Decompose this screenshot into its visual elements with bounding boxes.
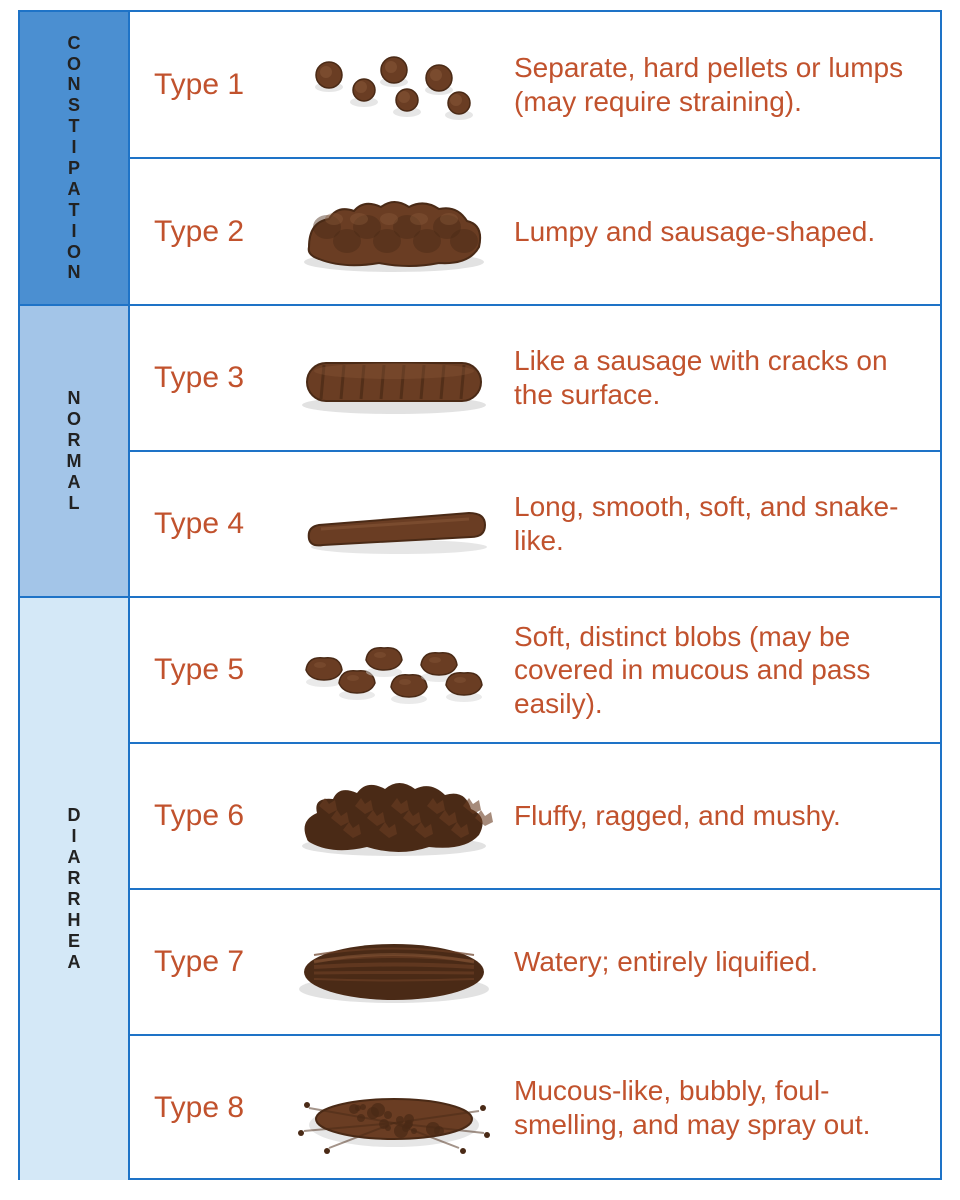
description: Watery; entirely liquified. bbox=[504, 945, 928, 979]
table-row: Type 8 Mucous-like, bubbly, foul-smellin… bbox=[130, 1034, 940, 1180]
category-label-text: CONSTIPATION bbox=[67, 34, 81, 283]
category-label-normal: NORMAL bbox=[20, 304, 130, 596]
table-row: Type 2 Lumpy and sausage-shaped. bbox=[130, 157, 940, 304]
type-label: Type 5 bbox=[154, 653, 284, 687]
type-label: Type 2 bbox=[154, 215, 284, 249]
description: Soft, distinct blobs (may be covered in … bbox=[504, 620, 928, 721]
table-row: Type 7 Watery; entirely liquified. bbox=[130, 888, 940, 1034]
description: Long, smooth, soft, and snake-like. bbox=[504, 490, 928, 557]
category-label-diarrhea: DIARRHEA bbox=[20, 596, 130, 1180]
rows: Type 3 Like a sausage with cracks on the… bbox=[130, 304, 940, 596]
table-row: Type 1 bbox=[130, 12, 940, 157]
rows: Type 5 Soft, distinct blobs (may be cove… bbox=[130, 596, 940, 1180]
stool-illustration-smooth bbox=[284, 469, 504, 579]
description: Mucous-like, bubbly, foul-smelling, and … bbox=[504, 1074, 928, 1141]
stool-illustration-pellets bbox=[284, 30, 504, 140]
table-row: Type 5 Soft, distinct blobs (may be cove… bbox=[130, 598, 940, 742]
type-label: Type 1 bbox=[154, 68, 284, 102]
stool-chart: CONSTIPATION Type 1 bbox=[18, 10, 942, 1180]
rows: Type 1 bbox=[130, 12, 940, 304]
description: Separate, hard pellets or lumps (may req… bbox=[504, 51, 928, 118]
description: Lumpy and sausage-shaped. bbox=[504, 215, 928, 249]
stool-illustration-lumpy bbox=[284, 177, 504, 287]
group-constipation: CONSTIPATION Type 1 bbox=[20, 12, 940, 304]
category-label-constipation: CONSTIPATION bbox=[20, 12, 130, 304]
stool-illustration-cracked bbox=[284, 323, 504, 433]
type-label: Type 3 bbox=[154, 361, 284, 395]
type-label: Type 4 bbox=[154, 507, 284, 541]
stool-illustration-watery bbox=[284, 907, 504, 1017]
type-label: Type 6 bbox=[154, 799, 284, 833]
group-diarrhea: DIARRHEA Type 5 Soft, distinct blobs (may… bbox=[20, 596, 940, 1180]
table-row: Type 4 Long, smooth, soft, and snake-lik… bbox=[130, 450, 940, 596]
type-label: Type 7 bbox=[154, 945, 284, 979]
category-label-text: NORMAL bbox=[67, 389, 82, 512]
category-label-text: DIARRHEA bbox=[68, 806, 81, 971]
description: Fluffy, ragged, and mushy. bbox=[504, 799, 928, 833]
table-row: Type 3 Like a sausage with cracks on the… bbox=[130, 306, 940, 450]
type-label: Type 8 bbox=[154, 1091, 284, 1125]
stool-illustration-mushy bbox=[284, 761, 504, 871]
table-row: Type 6 Fluffy, ragged, and mushy. bbox=[130, 742, 940, 888]
description: Like a sausage with cracks on the surfac… bbox=[504, 344, 928, 411]
stool-illustration-blobs bbox=[284, 615, 504, 725]
group-normal: NORMAL Type 3 Like a sausage with cracks … bbox=[20, 304, 940, 596]
stool-illustration-bubbly bbox=[284, 1053, 504, 1163]
